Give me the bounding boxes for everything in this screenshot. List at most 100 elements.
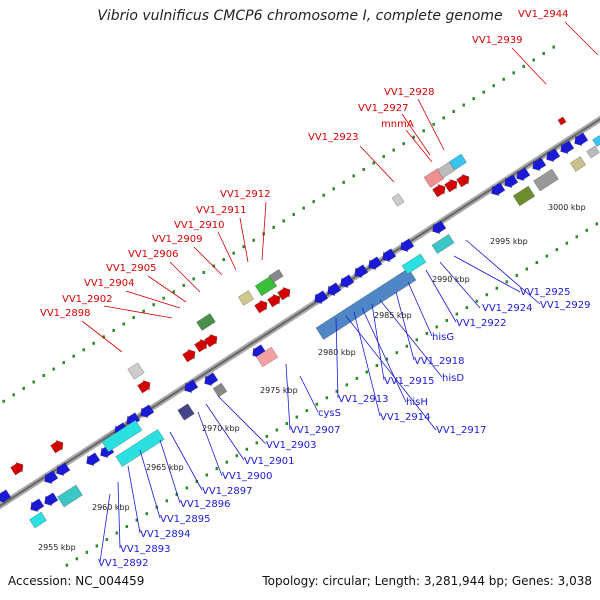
tick-mark bbox=[2, 399, 5, 403]
gene-block-other bbox=[449, 153, 467, 171]
tick-mark bbox=[32, 380, 35, 384]
callout-line bbox=[299, 375, 319, 413]
gene-arrow-reverse bbox=[532, 157, 547, 171]
tick-mark bbox=[532, 58, 535, 62]
tick-mark bbox=[172, 290, 175, 294]
tick-mark bbox=[545, 254, 549, 258]
gene-block-forward bbox=[423, 168, 445, 188]
gene-arrow-forward bbox=[182, 349, 196, 363]
callout-line bbox=[127, 465, 141, 534]
tick-mark bbox=[242, 245, 245, 249]
tick-mark bbox=[195, 479, 199, 483]
tick-mark bbox=[365, 370, 369, 374]
gene-arrow-forward bbox=[10, 462, 24, 476]
tick-mark bbox=[102, 335, 105, 339]
scale-label: 2970 kbp bbox=[202, 424, 240, 433]
gene-label: VV1_2900 bbox=[222, 471, 273, 482]
tick-mark bbox=[275, 428, 279, 432]
callout-line bbox=[285, 363, 291, 431]
tick-mark bbox=[162, 296, 165, 300]
topology-info: Topology: circular; Length: 3,281,944 bp… bbox=[262, 574, 592, 588]
tick-mark bbox=[112, 328, 115, 332]
tick-mark bbox=[65, 563, 69, 567]
gene-label: VV1_2914 bbox=[380, 412, 431, 423]
tick-mark bbox=[235, 454, 239, 458]
tick-mark bbox=[62, 361, 65, 365]
tick-mark bbox=[482, 90, 485, 94]
tick-mark bbox=[392, 148, 395, 152]
gene-arrow-reverse bbox=[382, 248, 397, 262]
callout-line bbox=[425, 269, 457, 323]
gene-block-cyan bbox=[115, 429, 165, 467]
gene-block-other bbox=[391, 193, 405, 207]
callout-line bbox=[417, 98, 445, 151]
tick-mark bbox=[265, 434, 269, 438]
callout-line bbox=[379, 299, 443, 378]
reverse-gene-labels: VV1_2925 VV1_2929 VV1_2924 VV1_2922 hisG… bbox=[98, 287, 591, 569]
tick-mark bbox=[105, 537, 109, 541]
gene-arrow-forward bbox=[267, 294, 281, 308]
tick-mark bbox=[215, 467, 219, 471]
callout-line bbox=[139, 449, 161, 519]
gene-label: cysS bbox=[318, 408, 341, 419]
gene-arrow-reverse bbox=[44, 470, 59, 484]
gene-label: hisG bbox=[432, 332, 454, 343]
callout-line bbox=[169, 261, 201, 293]
gene-label: VV1_2897 bbox=[202, 486, 253, 497]
scale-label: 2985 kbp bbox=[374, 311, 412, 320]
gene-block-other bbox=[586, 145, 600, 159]
gene-arrow-forward bbox=[204, 334, 218, 348]
gene-block-other bbox=[592, 135, 600, 147]
tick-mark bbox=[442, 116, 445, 120]
tick-mark bbox=[325, 396, 329, 400]
tick-mark bbox=[385, 357, 389, 361]
gene-block-other bbox=[254, 275, 278, 297]
callout-line bbox=[103, 305, 173, 319]
callout-line bbox=[361, 307, 407, 403]
tick-mark bbox=[595, 222, 599, 226]
tick-mark bbox=[135, 518, 139, 522]
tick-mark bbox=[525, 267, 529, 271]
tick-mark bbox=[222, 258, 225, 262]
tick-mark bbox=[285, 422, 289, 426]
gene-label: VV1_2906 bbox=[128, 249, 179, 260]
gene-block-cyan bbox=[101, 419, 143, 453]
gene-label: VV1_2923 bbox=[308, 132, 359, 143]
callout-lines bbox=[81, 21, 599, 563]
tick-mark bbox=[462, 103, 465, 107]
gene-arrow-forward bbox=[456, 174, 470, 188]
callout-line bbox=[217, 395, 267, 445]
tick-mark bbox=[145, 512, 149, 516]
tick-mark bbox=[125, 525, 129, 529]
gene-block-other bbox=[238, 290, 254, 306]
callout-line bbox=[405, 129, 433, 163]
gene-block-other bbox=[177, 403, 195, 421]
tick-mark bbox=[472, 97, 475, 101]
tick-mark bbox=[362, 167, 365, 171]
tick-mark bbox=[302, 206, 305, 210]
gene-block-forward bbox=[557, 116, 567, 126]
tick-mark bbox=[185, 486, 189, 490]
callout-line bbox=[335, 317, 339, 399]
tick-mark bbox=[575, 235, 579, 239]
callout-line bbox=[193, 246, 223, 276]
tick-mark bbox=[142, 309, 145, 313]
tick-mark bbox=[342, 180, 345, 184]
gene-arrow-reverse bbox=[560, 140, 575, 154]
tick-mark bbox=[522, 64, 525, 68]
gene-block-other bbox=[212, 382, 228, 398]
gene-block-other bbox=[268, 269, 284, 283]
tick-mark bbox=[165, 499, 169, 503]
gene-label: VV1_2917 bbox=[436, 425, 487, 436]
tick-mark bbox=[85, 550, 89, 554]
gene-label: VV1_2895 bbox=[160, 514, 211, 525]
gene-label: hisD bbox=[442, 373, 464, 384]
gene-arrow-reverse bbox=[400, 238, 415, 252]
gene-block-reverse bbox=[315, 268, 417, 340]
gene-label: VV1_2915 bbox=[384, 376, 435, 387]
gene-arrow-reverse bbox=[184, 379, 199, 393]
gene-label: VV1_2892 bbox=[98, 558, 149, 569]
gene-arrow-reverse bbox=[546, 148, 561, 162]
tick-mark bbox=[182, 283, 185, 287]
callout-line bbox=[99, 493, 111, 563]
